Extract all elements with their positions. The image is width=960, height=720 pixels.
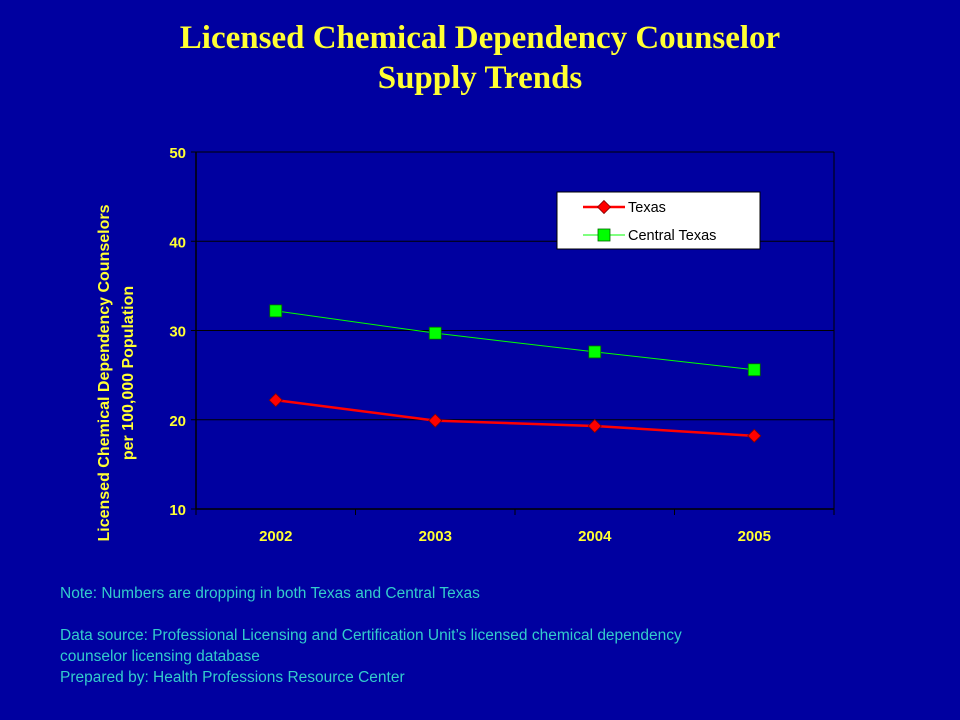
legend-entry-0: Texas xyxy=(583,199,666,216)
data-point-1-1 xyxy=(428,326,442,340)
series-group xyxy=(268,304,762,443)
data-point-1-3 xyxy=(747,363,761,377)
x-tick-labels: 2002 2003 2004 2005 xyxy=(259,528,771,545)
source-line-1: Data source: Professional Licensing and … xyxy=(60,627,682,644)
notes-block: Note: Numbers are dropping in both Texas… xyxy=(60,583,920,688)
data-point-1-2 xyxy=(588,345,602,359)
data-point-0-0 xyxy=(268,393,283,408)
legend-marker-0 xyxy=(596,199,612,215)
x-tick-label-2003: 2003 xyxy=(419,528,452,545)
series-line-0 xyxy=(275,398,755,438)
chart-title-line2: Supply Trends xyxy=(377,60,583,96)
y-tick-label-20: 20 xyxy=(169,413,186,430)
prepared-by: Prepared by: Health Professions Resource… xyxy=(60,669,405,686)
data-point-0-1 xyxy=(428,413,443,428)
data-point-0-3 xyxy=(747,428,762,443)
source-line-2: counselor licensing database xyxy=(60,648,260,665)
legend-label-1: Central Texas xyxy=(628,228,716,244)
series-central-texas xyxy=(269,304,761,377)
line-chart: 10 20 30 40 50 2002 2003 2004 2005 Licensed Che… xyxy=(96,145,835,545)
y-tick-label-50: 50 xyxy=(169,145,186,162)
chart-title: Licensed Chemical Dependency Counselor S… xyxy=(0,18,960,98)
note-text: Note: Numbers are dropping in both Texas… xyxy=(60,585,480,602)
legend-box xyxy=(556,191,761,250)
legend-marker-1 xyxy=(597,228,611,242)
y-tick-label-40: 40 xyxy=(169,234,186,251)
chart-title-line1: Licensed Chemical Dependency Counselor xyxy=(179,20,781,56)
y-axis-label-line2: per 100,000 Population xyxy=(120,286,137,460)
x-tick-label-2002: 2002 xyxy=(259,528,292,545)
x-tick-label-2005: 2005 xyxy=(738,528,771,545)
y-tick-labels: 10 20 30 40 50 xyxy=(169,145,186,519)
data-point-1-0 xyxy=(269,304,283,318)
legend-label-0: Texas xyxy=(628,200,666,216)
y-tick-label-10: 10 xyxy=(169,502,186,519)
y-axis-label-line1: Licensed Chemical Dependency Counselors xyxy=(96,204,113,541)
axes xyxy=(191,151,835,515)
data-point-0-2 xyxy=(587,418,602,434)
legend-entry-1: Central Texas xyxy=(583,228,716,244)
legend: Texas Central Texas xyxy=(556,191,761,250)
series-line-1 xyxy=(275,310,755,371)
x-tick-label-2004: 2004 xyxy=(578,528,612,545)
y-tick-label-30: 30 xyxy=(169,324,186,341)
chart-container: 10 20 30 40 50 2002 2003 2004 2005 Licensed Che… xyxy=(80,135,880,555)
series-texas xyxy=(268,393,762,443)
